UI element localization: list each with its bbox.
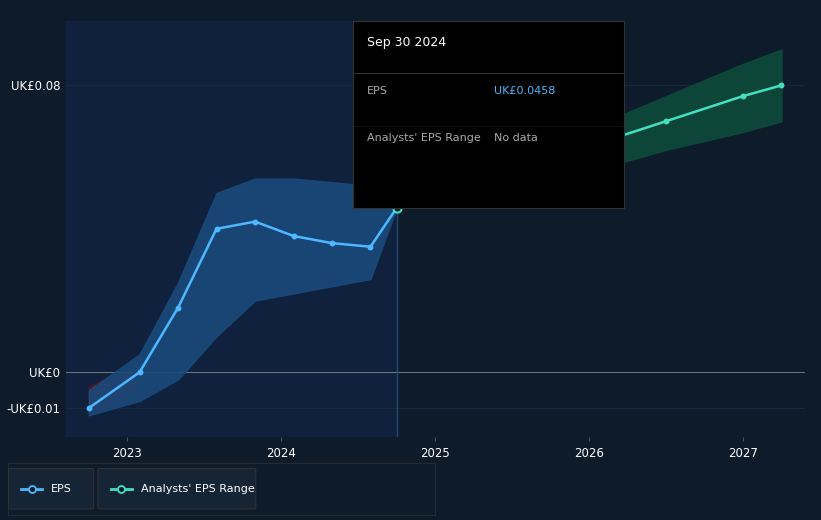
Text: EPS: EPS <box>366 86 388 96</box>
Point <box>441 189 454 197</box>
Point <box>82 404 95 412</box>
Text: Analysts Forecasts: Analysts Forecasts <box>403 42 512 55</box>
Point <box>659 117 672 125</box>
Text: EPS: EPS <box>51 484 71 494</box>
Point <box>429 248 442 256</box>
Text: Analysts' EPS Range: Analysts' EPS Range <box>140 484 255 494</box>
Point <box>582 142 595 150</box>
Point <box>133 368 146 376</box>
Point <box>364 242 377 251</box>
Point <box>249 217 262 226</box>
Point <box>736 92 750 100</box>
FancyBboxPatch shape <box>98 469 256 509</box>
Point <box>390 204 403 212</box>
Point <box>210 225 223 233</box>
Text: Analysts' EPS Range: Analysts' EPS Range <box>366 133 480 143</box>
Point <box>287 232 300 240</box>
Point <box>172 304 185 312</box>
Point <box>506 171 519 179</box>
Point <box>775 81 788 89</box>
Text: UK£0.0458: UK£0.0458 <box>494 86 555 96</box>
Text: No data: No data <box>494 133 538 143</box>
Text: Actual: Actual <box>354 42 391 55</box>
FancyBboxPatch shape <box>8 469 94 509</box>
Text: Sep 30 2024: Sep 30 2024 <box>366 36 446 49</box>
Point <box>325 239 338 248</box>
Bar <box>66 21 397 437</box>
